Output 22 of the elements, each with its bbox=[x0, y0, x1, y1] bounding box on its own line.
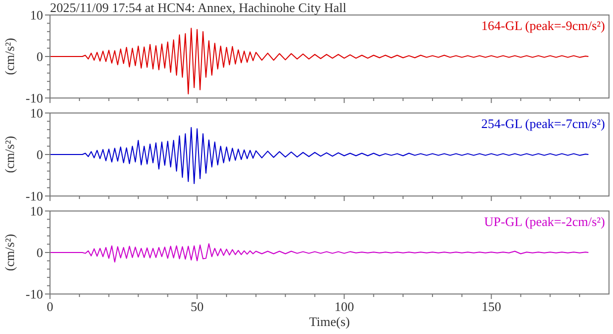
x-tick-label: 50 bbox=[190, 299, 204, 314]
series-label: 254-GL (peak=-7cm/s²) bbox=[481, 116, 605, 131]
y-tick-label: 0 bbox=[36, 245, 43, 260]
y-tick-label: -10 bbox=[26, 286, 43, 302]
y-tick-label: 10 bbox=[30, 204, 43, 218]
y-tick-label: -10 bbox=[26, 90, 43, 106]
y-tick-label: 0 bbox=[36, 49, 43, 64]
chart-title: 2025/11/09 17:54 at HCN4: Annex, Hachinohe City Hall bbox=[50, 0, 347, 15]
y-tick-label: 0 bbox=[36, 147, 43, 162]
line-series bbox=[50, 243, 589, 263]
y-axis-title: (cm/s²) bbox=[2, 234, 17, 272]
x-tick-label: 100 bbox=[334, 299, 354, 314]
series-label: UP-GL (peak=-2cm/s²) bbox=[484, 214, 605, 229]
x-tick-label: 150 bbox=[482, 299, 502, 314]
y-tick-label: -10 bbox=[26, 188, 43, 204]
y-axis-title: (cm/s²) bbox=[2, 136, 17, 174]
y-tick-label: 10 bbox=[30, 8, 43, 22]
series-label: 164-GL (peak=-9cm/s²) bbox=[481, 18, 605, 33]
x-tick-label: 0 bbox=[46, 299, 54, 314]
y-tick-label: 10 bbox=[30, 106, 43, 120]
y-axis-title: (cm/s²) bbox=[2, 38, 17, 76]
x-axis-title: Time(s) bbox=[309, 314, 350, 329]
